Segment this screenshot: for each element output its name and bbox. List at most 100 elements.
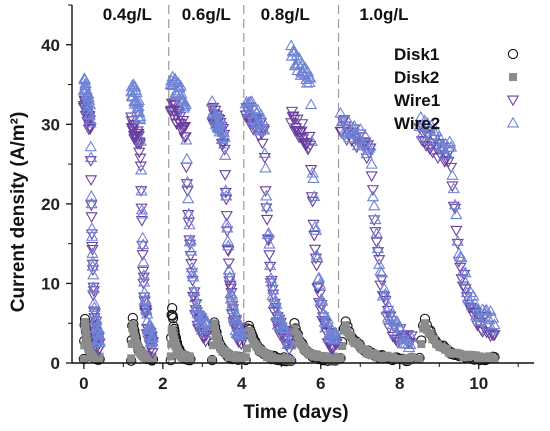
legend: Disk1 Disk2 Wire1 Wire2 [394, 45, 520, 133]
data-point [181, 186, 194, 197]
data-point [143, 319, 156, 331]
data-point [426, 147, 439, 159]
data-point [146, 348, 159, 360]
data-point [224, 281, 237, 293]
data-point [359, 129, 372, 141]
data-point [294, 334, 303, 343]
data-point [125, 112, 138, 124]
data-point [382, 300, 396, 312]
data-point [93, 334, 106, 346]
y-axis-title: Current density (A/m²) [8, 112, 29, 313]
y-tick-label: 30 [41, 115, 60, 134]
data-point [296, 119, 309, 130]
data-point [311, 251, 324, 263]
data-point [142, 323, 155, 335]
data-point [430, 334, 439, 343]
data-point [200, 316, 213, 327]
x-tick-label: 4 [237, 374, 247, 393]
data-point [222, 246, 235, 258]
data-point [130, 86, 143, 98]
data-point [365, 171, 378, 183]
data-point [89, 314, 103, 326]
data-point [254, 124, 267, 136]
data-point [180, 162, 193, 174]
data-point [234, 329, 247, 341]
data-point [81, 100, 94, 112]
data-point [304, 71, 317, 83]
data-point [223, 263, 236, 275]
data-point [95, 352, 104, 361]
data-point [136, 231, 149, 243]
data-point [166, 352, 175, 361]
data-point [136, 250, 149, 261]
data-point [310, 249, 323, 260]
data-point [185, 244, 198, 256]
data-point [134, 161, 147, 173]
data-point [371, 242, 385, 254]
data-point [339, 121, 352, 133]
data-point [183, 218, 196, 230]
data-point [84, 140, 97, 152]
data-point [81, 317, 90, 326]
data-point [488, 330, 501, 342]
data-point [420, 319, 429, 328]
data-point [328, 333, 341, 345]
data-point [148, 355, 157, 364]
data-point [175, 91, 189, 103]
data-point [341, 321, 350, 330]
data-point [308, 220, 322, 232]
data-point [184, 251, 197, 262]
data-point [84, 113, 97, 125]
x-tick-label: 10 [469, 374, 488, 393]
data-point [368, 199, 381, 211]
data-point [86, 230, 99, 241]
data-point [138, 275, 151, 287]
data-point [132, 100, 145, 111]
data-point [260, 214, 274, 226]
data-point [256, 114, 269, 125]
data-point [320, 316, 334, 328]
data-point [221, 221, 234, 233]
data-point [263, 237, 276, 249]
data-point [127, 120, 140, 132]
data-point [220, 189, 233, 201]
data-point [257, 123, 271, 135]
data-point [369, 227, 382, 238]
data-point [143, 317, 157, 329]
y-tick-label: 0 [51, 354, 60, 373]
data-point [440, 148, 454, 159]
data-point [136, 238, 150, 250]
data-point [93, 336, 106, 348]
data-point [306, 166, 319, 178]
data-point [264, 271, 278, 283]
data-point [381, 311, 395, 323]
data-point [451, 238, 464, 250]
data-point [443, 135, 456, 147]
data-point [290, 49, 303, 60]
data-point [84, 175, 98, 187]
axes: 0 2 4 6 8 10 0 10 20 30 40 0.4g/L 0.6g/L 0.8g/L 1.0g/L [41, 4, 534, 393]
data-point [85, 212, 98, 223]
data-point [131, 335, 140, 344]
data-point [321, 312, 334, 324]
data-point [417, 340, 426, 349]
data-point [414, 110, 427, 122]
data-point [139, 302, 153, 314]
data-point [86, 247, 99, 258]
data-point [375, 275, 388, 286]
data-point [207, 354, 218, 366]
data-point [456, 281, 470, 293]
data-point [404, 338, 417, 350]
data-point [465, 299, 479, 311]
legend-label: Wire2 [394, 114, 440, 133]
data-point [263, 261, 277, 273]
data-point [334, 106, 347, 118]
data-point [182, 207, 195, 219]
data-point [305, 135, 319, 146]
data-point [86, 255, 100, 267]
data-point [308, 244, 322, 256]
data-point [273, 308, 286, 320]
data-point [139, 293, 152, 304]
data-point [187, 270, 200, 282]
data-point [180, 179, 194, 190]
